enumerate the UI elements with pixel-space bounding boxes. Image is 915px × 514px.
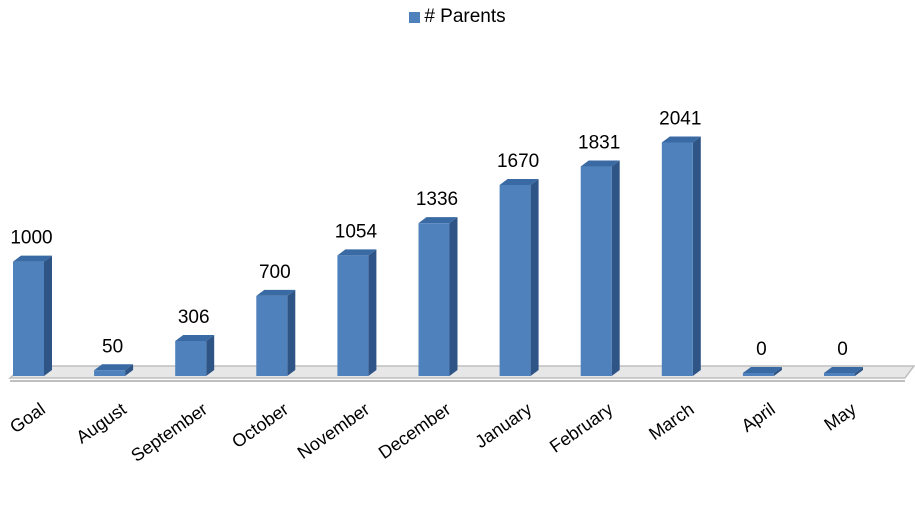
x-tick-label: August [73, 399, 130, 448]
bar-top [418, 217, 458, 224]
bar-top [337, 249, 377, 256]
bar-side [206, 334, 215, 376]
data-label: 0 [837, 339, 848, 360]
data-label: 1336 [416, 189, 458, 210]
bar-top [256, 289, 296, 296]
data-label: 1000 [10, 228, 52, 249]
bar-side [530, 178, 539, 376]
data-label: 1831 [578, 133, 620, 154]
x-tick-label: November [294, 399, 373, 463]
bar-side [773, 367, 782, 376]
bar-side [44, 255, 52, 376]
x-tick-label: September [127, 399, 211, 466]
bar-top [661, 136, 701, 143]
bar-side [692, 136, 701, 376]
bar [94, 364, 134, 376]
bar [661, 136, 701, 376]
bar-side [855, 367, 863, 376]
bar [175, 334, 215, 376]
bar-front [337, 255, 369, 376]
bar [499, 178, 539, 376]
data-label: 1670 [497, 151, 539, 172]
bar [337, 249, 377, 376]
legend-swatch [409, 11, 421, 23]
x-tick-label: October [228, 399, 292, 452]
x-tick-label: April [738, 399, 779, 436]
x-tick-label: May [820, 399, 859, 435]
bar-top [94, 364, 134, 371]
bar-side [125, 364, 134, 376]
data-label: 306 [178, 307, 210, 328]
data-label: 2041 [659, 109, 701, 130]
bar-top [499, 178, 539, 185]
legend: # Parents [0, 6, 915, 28]
bar-front [418, 223, 450, 376]
x-tick-label: Goal [6, 399, 49, 437]
bar-side [611, 160, 620, 376]
bar-front [256, 295, 288, 376]
x-tick-label: February [546, 399, 616, 457]
data-label: 1054 [335, 221, 378, 242]
bar-top [580, 160, 620, 167]
bar-front [499, 184, 531, 376]
bar [580, 160, 620, 376]
bar-front [824, 373, 855, 376]
bar-front [175, 340, 207, 376]
bar-front [661, 142, 693, 376]
bar-top [175, 334, 215, 341]
bar-top [824, 367, 863, 373]
bar-top [742, 367, 782, 373]
bars [13, 136, 863, 376]
bar-side [449, 217, 458, 376]
bar-side [368, 249, 377, 376]
bar-top [13, 255, 52, 262]
bar [13, 255, 52, 376]
bar-front [580, 166, 612, 376]
data-label: 700 [259, 262, 291, 283]
bar [418, 217, 458, 376]
x-tick-label: March [645, 399, 697, 444]
x-tick-label: January [471, 399, 535, 452]
legend-label: # Parents [424, 6, 506, 27]
bar [824, 367, 863, 376]
data-label: 50 [102, 336, 123, 357]
data-labels: 1000 50 306 700 1054 1336 1670 1831 2041 0 0 [10, 109, 847, 360]
x-tick-label: December [375, 399, 454, 463]
bar-front [94, 370, 126, 376]
bar-front [742, 373, 774, 376]
bar-front [13, 261, 44, 376]
bar [742, 367, 782, 376]
data-label: 0 [756, 339, 767, 360]
bar-side [287, 289, 296, 376]
bar [256, 289, 296, 376]
